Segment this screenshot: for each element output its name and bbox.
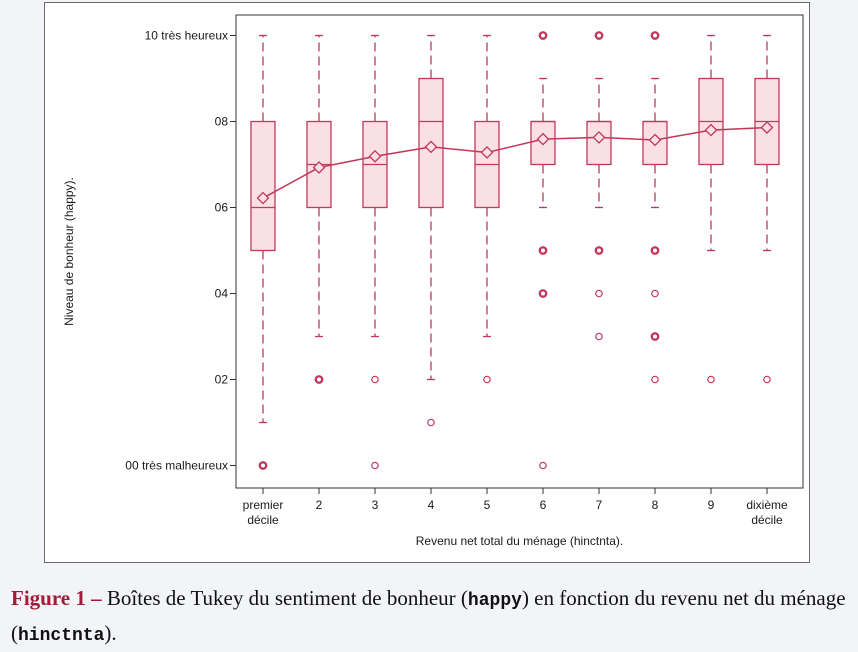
x-tick-label: 5	[484, 498, 491, 512]
outlier-point	[483, 375, 491, 384]
y-axis-title: Niveau de bonheur (happy).	[62, 177, 76, 326]
outlier-point	[314, 375, 324, 384]
caption-text-1: Boîtes de Tukey du sentiment de bonheur …	[101, 586, 468, 610]
caption-code-happy: happy	[467, 591, 522, 611]
x-tick-label: décile	[751, 513, 783, 527]
y-tick-label: 10 très heureux	[145, 29, 228, 43]
mean-marker	[648, 133, 662, 147]
x-tick-label: 6	[540, 498, 547, 512]
y-tick-label: 08	[215, 115, 229, 129]
outlier-point	[538, 289, 548, 298]
caption-code-hinctnta: hinctnta	[18, 626, 105, 646]
mean-marker	[424, 140, 438, 154]
boxplot-chart: 00 très malheureux 02 04 06 08 10 très heureu…	[62, 14, 804, 548]
outlier-point	[427, 418, 435, 427]
mean-marker	[592, 130, 606, 144]
outlier-point	[538, 246, 548, 255]
y-tick-label: 02	[215, 373, 229, 387]
box-iqr	[250, 120, 276, 252]
outlier-point	[539, 461, 547, 470]
caption-text-3: ).	[104, 621, 117, 645]
caption-label: Figure 1 –	[11, 586, 102, 610]
y-tick-label: 04	[215, 287, 229, 301]
outlier-point	[371, 375, 379, 384]
x-tick-label: premier	[243, 498, 284, 512]
mean-marker	[368, 149, 382, 163]
outlier-point	[594, 246, 604, 255]
outlier-point	[650, 246, 660, 255]
outlier-point	[595, 289, 603, 298]
x-tick-label: 7	[596, 498, 603, 512]
outlier-point	[707, 375, 715, 384]
figure-caption: Figure 1 – Boîtes de Tukey du sentiment …	[11, 582, 851, 652]
mean-marker	[704, 123, 718, 137]
outlier-point	[650, 31, 660, 40]
mean-line	[262, 126, 768, 199]
outlier-point	[651, 289, 659, 298]
outlier-point	[651, 375, 659, 384]
figure-frame: 00 très malheureux 02 04 06 08 10 très heureu…	[44, 2, 810, 563]
x-tick-label: décile	[247, 513, 279, 527]
mean-marker	[256, 191, 270, 205]
x-tick-label: dixième	[746, 498, 788, 512]
plot-area-frame	[235, 14, 804, 489]
x-tick-label: 2	[316, 498, 323, 512]
caption-text-2: ) en fonction du revenu net du ménage (	[11, 586, 846, 645]
outlier-point	[595, 332, 603, 341]
x-tick-label: 3	[372, 498, 379, 512]
mean-marker	[480, 146, 494, 159]
x-tick-label: 4	[428, 498, 435, 512]
outlier-point	[594, 31, 604, 40]
outlier-point	[650, 332, 660, 341]
x-axis-title: Revenu net total du ménage (hinctnta).	[416, 534, 623, 548]
x-tick-label: 8	[652, 498, 659, 512]
outlier-point	[258, 461, 268, 470]
mean-marker	[760, 121, 774, 134]
x-tick-label: 9	[708, 498, 715, 512]
mean-marker	[536, 132, 550, 146]
y-tick-label: 00 très malheureux	[125, 459, 228, 473]
outlier-point	[371, 461, 379, 470]
outlier-point	[538, 31, 548, 40]
outlier-point	[763, 375, 771, 384]
y-tick-label: 06	[215, 201, 229, 215]
mean-marker	[312, 161, 326, 174]
